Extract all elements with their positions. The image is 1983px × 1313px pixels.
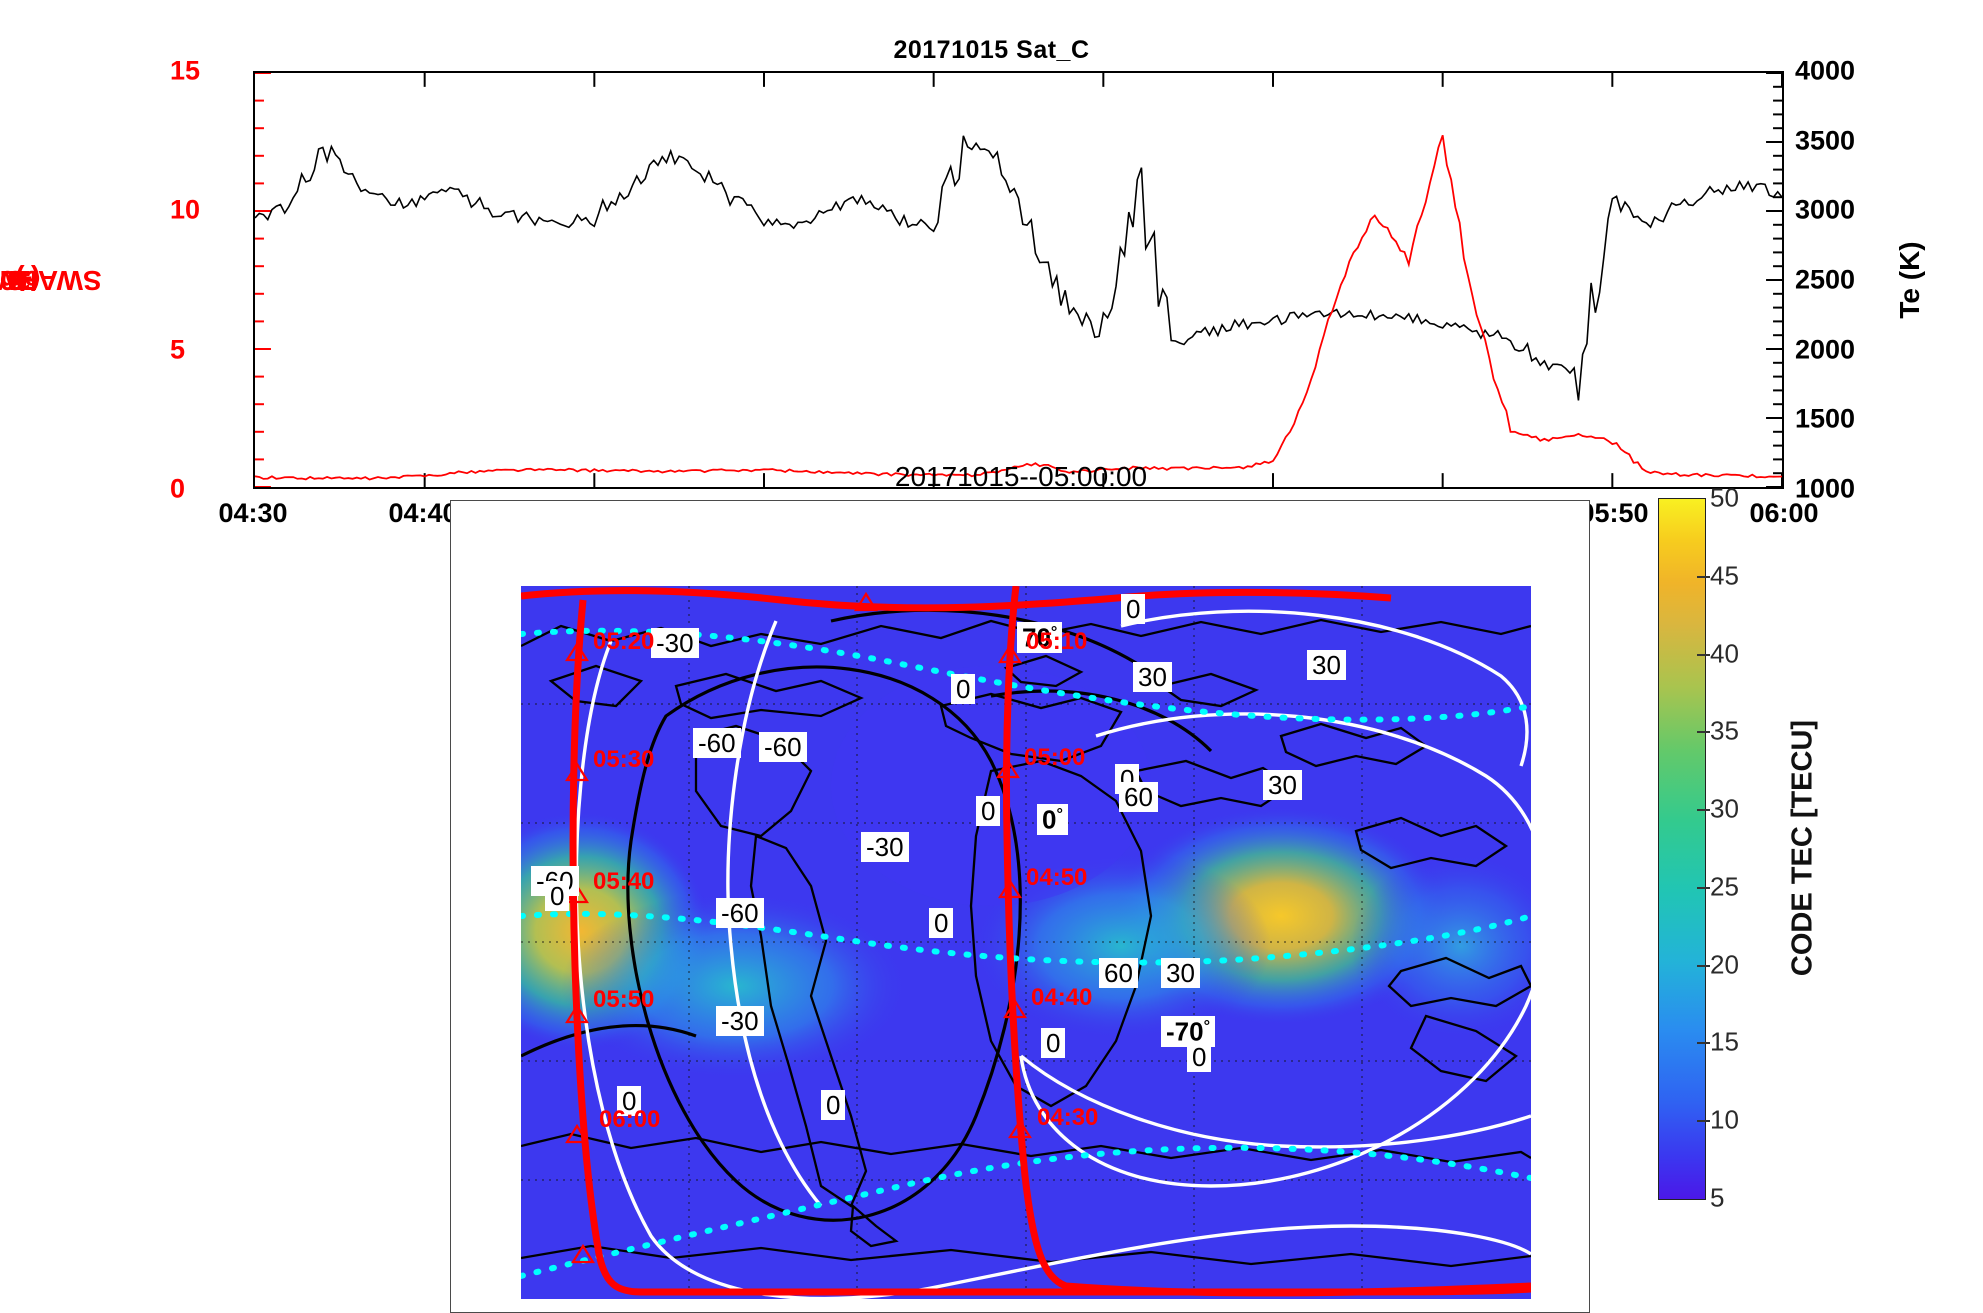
ylabel-left-close: ) — [15, 265, 25, 296]
contour-label-white-5: 30 — [1263, 770, 1302, 800]
timeseries-panel: 20171015 Sat_C SWARM C Ne (105 cm-3) 0 5… — [0, 0, 1983, 528]
y-tick-right-1500: 1500 — [1795, 403, 1856, 434]
colorbar-tick-25: 25 — [1710, 871, 1739, 902]
map-title: 20171015--05:00:00 — [894, 461, 1148, 492]
contour-label-black-1: -60 — [693, 728, 741, 758]
contour-label-white-8: 30 — [1161, 958, 1200, 988]
y-tick-left-0: 0 — [170, 473, 186, 504]
orbit-time-0530: 05:30 — [593, 746, 655, 773]
coastline-layer — [521, 618, 1531, 1268]
contour-black-layer — [521, 608, 1213, 1222]
contour-label-black-10: 0 — [821, 1090, 846, 1120]
y-tick-right-4000: 4000 — [1795, 55, 1856, 86]
contour-label-black-2: -60 — [759, 732, 807, 762]
orbit-time-0450: 04:50 — [1026, 864, 1088, 891]
orbit-time-0500: 05:00 — [1024, 744, 1086, 771]
colorbar-tick-50: 50 — [1710, 482, 1739, 513]
colorbar-tickmark-40 — [1697, 653, 1710, 656]
ne-series-line — [255, 135, 1782, 481]
mlat-label-neg70: -70° — [1161, 1016, 1216, 1047]
y-tick-left-10: 10 — [170, 194, 201, 225]
x-tick-0430: 04:30 — [218, 498, 288, 528]
x-tick-0600: 06:00 — [1749, 498, 1819, 528]
contour-label-black-6: -30 — [716, 1006, 764, 1036]
page-title: 20171015 Sat_C — [893, 36, 1090, 64]
x-tick-0440: 04:40 — [388, 498, 458, 528]
colorbar-tickmark-15 — [1697, 1042, 1710, 1045]
colorbar-tick-15: 15 — [1710, 1026, 1739, 1057]
contour-label-black-0: -30 — [651, 628, 699, 658]
colorbar-panel: CODE TEC [TECU] 5 10 15 20 25 30 35 40 45 50 — [1598, 483, 1978, 1313]
orbit-time-0510: 05:10 — [1026, 628, 1088, 655]
colorbar-axis-label: CODE TEC [TECU] — [1773, 498, 1833, 1198]
y-tick-right-2500: 2500 — [1795, 264, 1856, 295]
colorbar-tickmark-20 — [1697, 964, 1710, 967]
orbit-time-0600: 06:00 — [599, 1106, 661, 1133]
colorbar-tick-35: 35 — [1710, 715, 1739, 746]
y-tick-left-5: 5 — [170, 334, 186, 365]
contour-label-white-9: 0 — [1041, 1028, 1066, 1058]
map-plot-area: -30 -60 -60 -60 -30 -60 -30 0 0 0 0 0 0 … — [521, 586, 1531, 1299]
colorbar-label-text: CODE TEC [TECU] — [1786, 719, 1819, 977]
axis-ticks — [255, 73, 1782, 487]
x-tick-0550: 05:50 — [1579, 498, 1649, 528]
contour-label-white-6: 60 — [1119, 782, 1158, 812]
colorbar-gradient — [1658, 498, 1706, 1200]
colorbar-tickmark-30 — [1697, 809, 1710, 812]
contour-label-black-8: 0 — [929, 908, 954, 938]
contour-label-black-3: -60 — [716, 898, 764, 928]
y-tick-right-1000: 1000 — [1795, 473, 1856, 504]
colorbar-tick-30: 30 — [1710, 793, 1739, 824]
orbit-time-0440: 04:40 — [1031, 984, 1093, 1011]
contour-label-white-0: 0 — [1121, 594, 1146, 624]
contour-label-black-11: 0 — [976, 796, 1001, 826]
colorbar-tickmark-10 — [1697, 1120, 1710, 1123]
contour-label-white-7: 60 — [1099, 958, 1138, 988]
colorbar-tick-5: 5 — [1710, 1182, 1725, 1213]
contour-label-black-7: 0 — [545, 881, 570, 911]
y-axis-label-left: SWARM C Ne (105 cm-3) — [0, 71, 102, 489]
colorbar-tickmark-25 — [1697, 886, 1710, 889]
colorbar-tick-45: 45 — [1710, 560, 1739, 591]
contour-label-white-2: 30 — [1307, 650, 1346, 680]
contour-label-white-1: 30 — [1133, 662, 1172, 692]
timeseries-svg — [255, 73, 1782, 487]
y-tick-right-2000: 2000 — [1795, 334, 1856, 365]
orbit-time-0430: 04:30 — [1037, 1104, 1099, 1131]
te-series-line — [255, 135, 1782, 401]
contour-label-white-3: 0 — [951, 674, 976, 704]
orbit-time-markers — [565, 591, 1032, 1264]
ylabel-right-text: Te (K) — [1894, 241, 1925, 319]
contour-label-white-10: 0 — [1187, 1042, 1212, 1072]
mlat-label-0: 0° — [1037, 804, 1068, 835]
orbit-time-0550: 05:50 — [593, 986, 655, 1013]
map-panel: 20171015--05:00:00 — [450, 461, 1590, 1313]
y-axis-label-right: Te (K) — [1880, 71, 1940, 489]
contour-label-black-9: 0 — [617, 1086, 642, 1116]
colorbar-tick-10: 10 — [1710, 1104, 1739, 1135]
colorbar-tickmark-45 — [1697, 575, 1710, 578]
y-tick-right-3500: 3500 — [1795, 125, 1856, 156]
tec-blob-atlantic — [831, 666, 1151, 906]
colorbar-tick-20: 20 — [1710, 949, 1739, 980]
contour-label-black-4: -30 — [861, 832, 909, 862]
y-tick-left-15: 15 — [170, 55, 201, 86]
map-svg — [521, 586, 1531, 1299]
mlat-label-70: 70° — [1017, 622, 1063, 653]
timeseries-plot-area — [253, 71, 1784, 489]
colorbar-tick-40: 40 — [1710, 638, 1739, 669]
y-tick-right-3000: 3000 — [1795, 194, 1856, 225]
orbit-time-0540: 05:40 — [593, 868, 655, 895]
colorbar-tickmark-35 — [1697, 731, 1710, 734]
orbit-time-0520: 05:20 — [593, 628, 655, 655]
